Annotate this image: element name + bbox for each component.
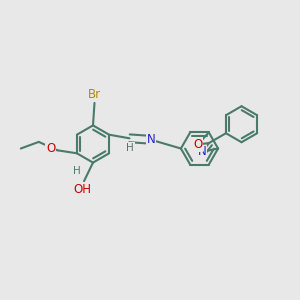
Text: N: N [198,146,206,158]
Text: OH: OH [74,183,92,196]
Text: Br: Br [88,88,101,101]
Text: O: O [193,138,203,151]
Text: H: H [126,143,134,153]
Text: H: H [73,166,80,176]
Text: O: O [46,142,56,155]
Text: N: N [147,133,155,146]
